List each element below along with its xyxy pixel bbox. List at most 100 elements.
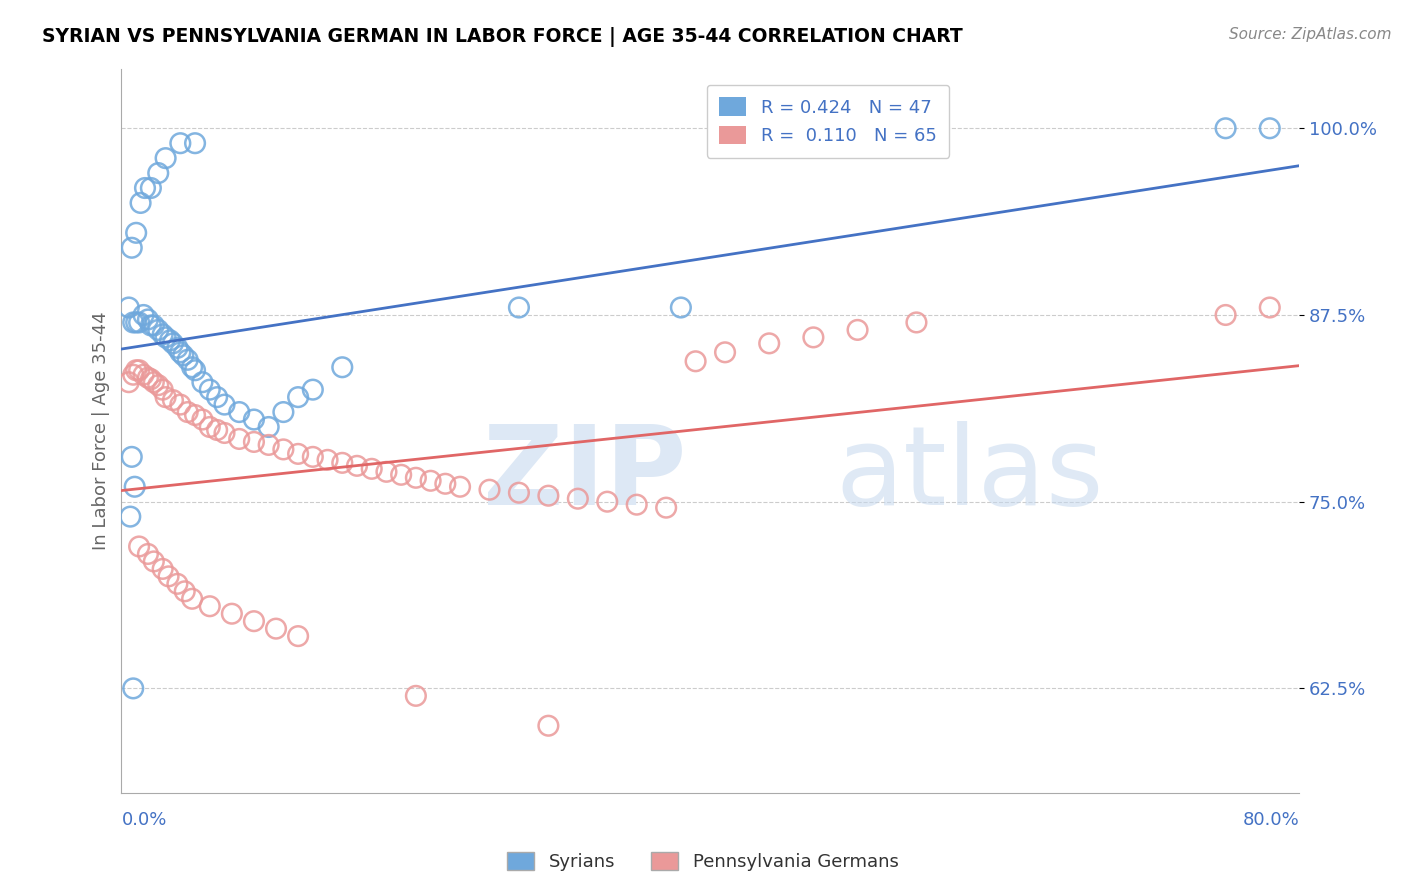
Point [125, 315, 148, 329]
Point [537, 719, 560, 733]
Point [139, 318, 162, 333]
Point [184, 408, 207, 422]
Text: 80.0%: 80.0% [1243, 811, 1299, 829]
Point [152, 383, 174, 397]
Point [191, 412, 214, 426]
Point [142, 375, 165, 389]
Point [181, 591, 204, 606]
Point [132, 368, 155, 382]
Point [508, 485, 530, 500]
Point [389, 467, 412, 482]
Point [228, 432, 250, 446]
Point [155, 390, 177, 404]
Text: SYRIAN VS PENNSYLVANIA GERMAN IN LABOR FORCE | AGE 35-44 CORRELATION CHART: SYRIAN VS PENNSYLVANIA GERMAN IN LABOR F… [42, 27, 963, 46]
Point [567, 491, 589, 506]
Point [1215, 121, 1237, 136]
Point [214, 425, 236, 440]
Point [273, 405, 295, 419]
Point [301, 450, 323, 464]
Point [122, 315, 145, 329]
Point [257, 420, 280, 434]
Point [198, 383, 221, 397]
Point [128, 315, 150, 329]
Point [122, 368, 145, 382]
Point [1215, 308, 1237, 322]
Point [118, 301, 141, 315]
Point [669, 301, 692, 315]
Point [134, 181, 156, 195]
Point [405, 471, 427, 485]
Point [205, 390, 228, 404]
Point [198, 599, 221, 614]
Point [152, 327, 174, 342]
Point [478, 483, 501, 497]
Point [287, 447, 309, 461]
Point [155, 151, 177, 165]
Point [157, 569, 180, 583]
Point [301, 383, 323, 397]
Text: ZIP: ZIP [484, 421, 686, 528]
Point [905, 315, 928, 329]
Point [1258, 121, 1281, 136]
Point [142, 554, 165, 568]
Point [142, 318, 165, 333]
Point [136, 370, 159, 384]
Point [162, 336, 184, 351]
Point [758, 336, 780, 351]
Point [148, 323, 170, 337]
Point [136, 312, 159, 326]
Point [714, 345, 737, 359]
Point [846, 323, 869, 337]
Y-axis label: In Labor Force | Age 35-44: In Labor Force | Age 35-44 [93, 311, 110, 550]
Point [155, 330, 177, 344]
Point [287, 629, 309, 643]
Point [169, 398, 191, 412]
Point [360, 462, 382, 476]
Point [121, 241, 143, 255]
Point [128, 363, 150, 377]
Point [330, 456, 353, 470]
Point [184, 363, 207, 377]
Point [330, 360, 353, 375]
Point [169, 136, 191, 151]
Point [132, 308, 155, 322]
Point [243, 412, 266, 426]
Point [136, 547, 159, 561]
Point [346, 458, 368, 473]
Point [243, 434, 266, 449]
Point [449, 480, 471, 494]
Point [129, 196, 152, 211]
Point [214, 398, 236, 412]
Point [655, 500, 678, 515]
Point [173, 584, 195, 599]
Point [152, 562, 174, 576]
Point [205, 423, 228, 437]
Point [118, 375, 141, 389]
Point [169, 345, 191, 359]
Point [803, 330, 825, 344]
Point [176, 405, 198, 419]
Point [316, 453, 339, 467]
Point [124, 480, 146, 494]
Point [181, 360, 204, 375]
Point [221, 607, 243, 621]
Point [159, 334, 181, 348]
Point [139, 372, 162, 386]
Point [264, 622, 287, 636]
Point [166, 341, 188, 355]
Point [120, 509, 142, 524]
Point [139, 181, 162, 195]
Point [121, 450, 143, 464]
Point [172, 348, 194, 362]
Legend: R = 0.424   N = 47, R =  0.110   N = 65: R = 0.424 N = 47, R = 0.110 N = 65 [707, 85, 949, 158]
Point [148, 166, 170, 180]
Point [596, 494, 619, 508]
Point [128, 540, 150, 554]
Point [405, 689, 427, 703]
Point [191, 375, 214, 389]
Point [162, 393, 184, 408]
Point [419, 474, 441, 488]
Point [125, 226, 148, 240]
Point [176, 352, 198, 367]
Point [184, 136, 207, 151]
